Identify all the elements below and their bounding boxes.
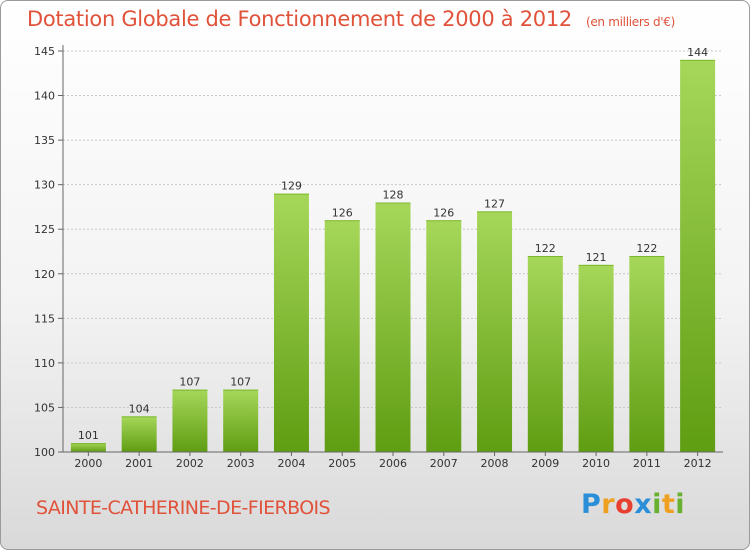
x-tick-label: 2007 <box>430 457 458 470</box>
y-tick-label: 110 <box>34 357 55 370</box>
bar-value-label: 126 <box>433 206 454 219</box>
x-tick-label: 2008 <box>481 457 509 470</box>
bar-value-label: 101 <box>78 429 99 442</box>
y-tick-label: 120 <box>34 268 55 281</box>
logo-letter: t <box>661 489 676 520</box>
bar-value-label: 121 <box>586 251 607 264</box>
bar-2006 <box>375 202 411 452</box>
labels: 100 105 110 115 120 125 130 135 140 145 101 2000 104… <box>34 45 712 470</box>
bar-2001 <box>121 416 157 452</box>
bar-value-label: 104 <box>129 402 150 415</box>
bar-value-label: 107 <box>179 376 200 389</box>
bar-value-label: 129 <box>281 180 302 193</box>
bar-value-label: 122 <box>636 242 657 255</box>
y-tick-label: 105 <box>34 401 55 414</box>
y-tick-label: 100 <box>34 446 55 459</box>
axes <box>58 45 723 456</box>
bar-value-label: 127 <box>484 197 505 210</box>
logo-letter: o <box>615 489 635 520</box>
x-tick-label: 2009 <box>531 457 559 470</box>
bar-2003 <box>223 389 259 452</box>
commune-name: SAINTE-CATHERINE-DE-FIERBOIS <box>36 497 331 519</box>
bars <box>70 59 716 453</box>
x-tick-label: 2012 <box>684 457 712 470</box>
proxiti-logo: Proxiti <box>581 489 685 520</box>
bar-2002 <box>172 389 208 452</box>
y-tick-label: 115 <box>34 312 55 325</box>
x-tick-label: 2001 <box>125 457 153 470</box>
bar-2000 <box>70 443 106 452</box>
x-tick-label: 2002 <box>176 457 204 470</box>
bar-2004 <box>273 193 309 453</box>
bar-value-label: 122 <box>535 242 556 255</box>
chart-title-text: Dotation Globale de Fonctionnement de 20… <box>27 7 572 31</box>
bar-value-label: 128 <box>383 188 404 201</box>
x-tick-label: 2000 <box>74 457 102 470</box>
bar-2010 <box>578 264 614 452</box>
x-tick-label: 2010 <box>582 457 610 470</box>
bar-2009 <box>527 255 563 452</box>
bar-value-label: 126 <box>332 206 353 219</box>
logo-letter: r <box>601 489 616 520</box>
chart-unit: (en milliers d'€) <box>585 15 675 29</box>
bar-value-label: 107 <box>230 376 251 389</box>
logo-letter: i <box>652 489 662 520</box>
x-tick-label: 2003 <box>227 457 255 470</box>
y-tick-label: 130 <box>34 179 55 192</box>
y-tick-label: 135 <box>34 134 55 147</box>
bar-2012 <box>680 59 716 453</box>
bar-2007 <box>426 220 462 452</box>
bar-2011 <box>629 255 665 452</box>
logo-letter: x <box>634 489 653 520</box>
y-tick-label: 140 <box>34 90 55 103</box>
x-tick-label: 2004 <box>277 457 305 470</box>
x-tick-label: 2006 <box>379 457 407 470</box>
logo-letter: P <box>581 489 602 520</box>
bar-2008 <box>477 211 513 452</box>
bar-value-label: 144 <box>687 46 708 59</box>
logo-letter: i <box>675 489 686 520</box>
x-tick-label: 2005 <box>328 457 356 470</box>
x-tick-label: 2011 <box>633 457 661 470</box>
y-tick-label: 125 <box>34 223 55 236</box>
y-tick-label: 145 <box>34 45 55 58</box>
bar-2005 <box>324 220 360 452</box>
chart-title: Dotation Globale de Fonctionnement de 20… <box>27 7 675 31</box>
